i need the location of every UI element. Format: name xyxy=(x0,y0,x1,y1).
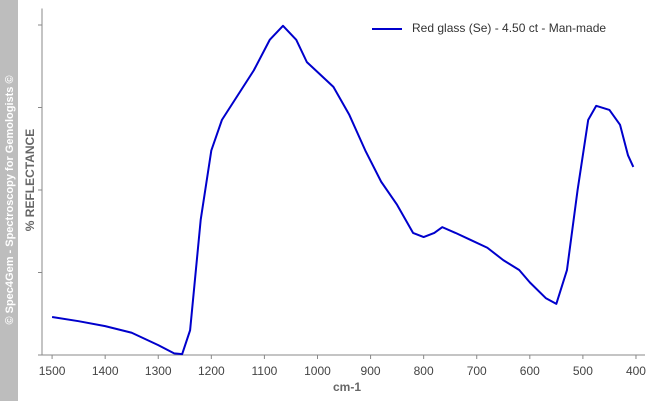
x-tick-label: 700 xyxy=(467,364,487,378)
x-tick-label: 800 xyxy=(414,364,434,378)
y-axis-label: % REFLECTANCE xyxy=(23,129,37,231)
x-tick-label: 900 xyxy=(361,364,381,378)
x-tick-label: 400 xyxy=(626,364,646,378)
x-tick-label: 500 xyxy=(573,364,593,378)
x-tick-label: 1000 xyxy=(304,364,331,378)
legend-label: Red glass (Se) - 4.50 ct - Man-made xyxy=(412,21,606,35)
spectrum-line xyxy=(51,24,635,356)
x-tick-label: 1500 xyxy=(39,364,66,378)
x-tick-label: 1400 xyxy=(92,364,119,378)
x-tick-label: 1100 xyxy=(252,364,278,378)
x-axis-label: cm-1 xyxy=(333,380,361,394)
watermark: © Spec4Gem - Spectroscopy for Gemologist… xyxy=(4,75,16,324)
x-tick-label: 1300 xyxy=(145,364,172,378)
x-tick-label: 1200 xyxy=(198,364,225,378)
x-tick-label: 600 xyxy=(520,364,540,378)
side-strip xyxy=(0,0,18,401)
